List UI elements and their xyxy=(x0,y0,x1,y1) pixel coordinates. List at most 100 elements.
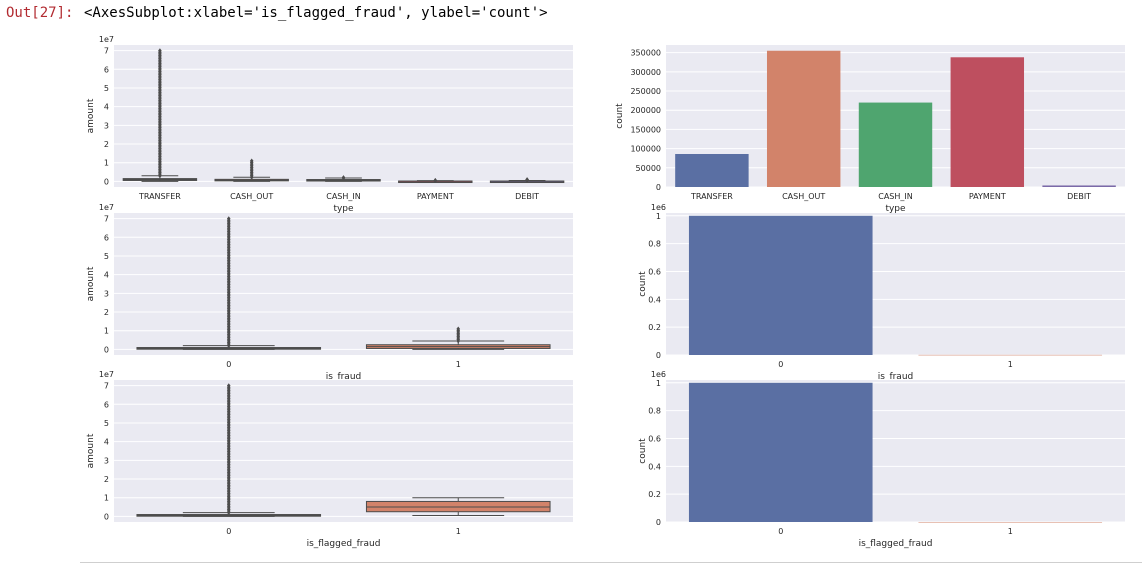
y-tick-label: 150000 xyxy=(630,125,661,134)
y-tick-label: 6 xyxy=(104,400,109,409)
y-tick-label: 1 xyxy=(104,327,109,336)
x-tick-label: TRANSFER xyxy=(690,192,733,201)
outlier-point xyxy=(433,178,438,183)
x-tick-label: 0 xyxy=(778,527,783,536)
chart-box-type: 0 1 2 3 4 5 6 7 1e7 amount TRANSFER CASH_OUT CASH_IN… xyxy=(86,35,573,214)
bar xyxy=(766,50,841,187)
x-tick-label: 0 xyxy=(226,360,231,369)
y-tick-label: 4 xyxy=(104,103,109,112)
y-tick-label: 5 xyxy=(104,252,109,261)
y-tick-label: 1 xyxy=(656,379,661,388)
x-tick-label: 0 xyxy=(778,360,783,369)
y-tick-label: 0 xyxy=(104,345,109,354)
plot-area xyxy=(114,380,573,522)
y-tick-label: 250000 xyxy=(630,87,661,96)
y-tick-label: 6 xyxy=(104,65,109,74)
y-tick-label: 300000 xyxy=(630,68,661,77)
y-tick-label: 0.8 xyxy=(648,407,661,416)
y-tick-label: 0.6 xyxy=(648,267,661,276)
y-tick-label: 0.6 xyxy=(648,434,661,443)
y-tick-label: 0.2 xyxy=(648,490,661,499)
x-axis-label: type xyxy=(885,204,906,214)
outlier-point xyxy=(226,383,231,389)
x-tick-label: CASH_OUT xyxy=(230,192,273,201)
x-axis-label: type xyxy=(333,204,354,214)
bar xyxy=(918,354,1103,356)
x-axis-label: is_flagged_fraud xyxy=(859,539,933,549)
y-tick-label: 3 xyxy=(104,121,109,130)
chart-box-fraud: 0 1 2 3 4 5 6 7 1e7 amount 0 1 is_fraud xyxy=(86,203,573,382)
y-axis-label: count xyxy=(638,438,648,464)
y-tick-label: 0 xyxy=(656,183,661,192)
x-tick-label: PAYMENT xyxy=(969,192,1006,201)
x-axis-label: is_fraud xyxy=(326,372,362,382)
outlier-point xyxy=(341,175,346,181)
y-offset-label: 1e7 xyxy=(99,203,114,212)
y-tick-label: 7 xyxy=(104,47,109,56)
y-tick-label: 0 xyxy=(656,518,661,527)
y-axis-label: amount xyxy=(86,266,96,301)
x-axis-label: is_flagged_fraud xyxy=(307,539,381,549)
y-axis-label: count xyxy=(638,271,648,297)
y-tick-label: 4 xyxy=(104,438,109,447)
plot-area xyxy=(114,213,573,355)
y-offset-label: 1e6 xyxy=(651,370,666,379)
outlier-point xyxy=(249,158,254,164)
cell-divider xyxy=(80,562,1142,563)
output-prompt: Out[27]: xyxy=(6,5,74,21)
y-tick-label: 4 xyxy=(104,271,109,280)
y-tick-label: 0 xyxy=(104,512,109,521)
y-tick-label: 50000 xyxy=(636,164,661,173)
y-axis-label: amount xyxy=(86,433,96,468)
outlier-point xyxy=(226,216,231,222)
x-tick-label: CASH_IN xyxy=(326,192,361,201)
outlier-point xyxy=(525,177,529,182)
x-tick-label: CASH_IN xyxy=(878,192,913,201)
x-axis-label: is_fraud xyxy=(878,372,914,382)
x-tick-label: 1 xyxy=(456,360,461,369)
chart-box-flagged: 0 1 2 3 4 5 6 7 1e7 amount 0 1 is_flagged_fraud xyxy=(86,370,573,549)
bar xyxy=(858,102,933,187)
y-tick-label: 7 xyxy=(104,215,109,224)
y-offset-label: 1e7 xyxy=(99,35,114,44)
y-offset-label: 1e6 xyxy=(651,203,666,212)
bar xyxy=(1042,185,1116,187)
y-tick-label: 0.4 xyxy=(648,462,661,471)
y-tick-label: 0 xyxy=(104,177,109,186)
bar xyxy=(918,522,1103,523)
x-tick-label: 1 xyxy=(1008,360,1013,369)
y-tick-label: 0 xyxy=(656,351,661,360)
x-tick-label: CASH_OUT xyxy=(782,192,825,201)
x-tick-label: 1 xyxy=(456,527,461,536)
y-tick-label: 3 xyxy=(104,289,109,298)
outlier-point xyxy=(456,326,461,332)
x-tick-label: 1 xyxy=(1008,527,1013,536)
x-tick-label: PAYMENT xyxy=(417,192,454,201)
bar xyxy=(688,215,873,355)
outlier-point xyxy=(158,48,162,54)
y-tick-label: 2 xyxy=(104,140,109,149)
plot-area xyxy=(114,45,573,187)
y-tick-label: 2 xyxy=(104,308,109,317)
y-tick-label: 200000 xyxy=(630,106,661,115)
y-tick-label: 5 xyxy=(104,84,109,93)
bar xyxy=(675,153,749,187)
y-tick-label: 7 xyxy=(104,382,109,391)
output-row: Out[27]: <AxesSubplot:xlabel='is_flagged… xyxy=(0,0,1142,28)
y-tick-label: 1 xyxy=(656,212,661,221)
y-tick-label: 3 xyxy=(104,456,109,465)
bar xyxy=(950,57,1025,187)
y-tick-label: 0.8 xyxy=(648,240,661,249)
y-tick-label: 5 xyxy=(104,419,109,428)
y-tick-label: 1 xyxy=(104,494,109,503)
y-axis-label: count xyxy=(615,103,625,129)
y-tick-label: 2 xyxy=(104,475,109,484)
y-offset-label: 1e7 xyxy=(99,370,114,379)
y-axis-label: amount xyxy=(86,98,96,133)
chart-count-type: 0 50000 100000 150000 200000 250000 300000 3500… xyxy=(615,45,1125,214)
x-tick-label: 0 xyxy=(226,527,231,536)
x-tick-label: DEBIT xyxy=(515,192,539,201)
